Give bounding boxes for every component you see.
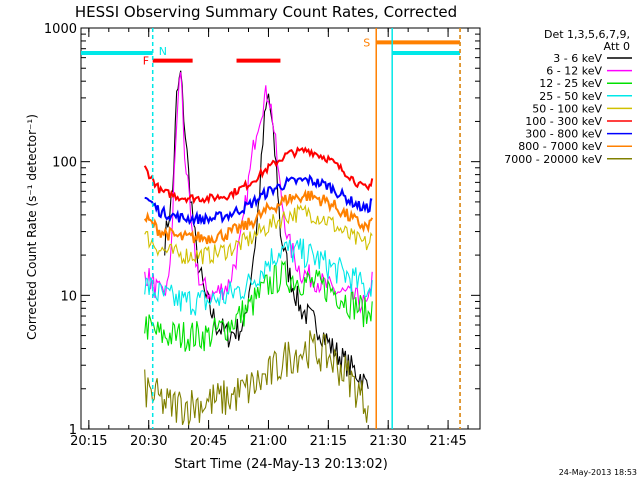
legend-label: 100 - 300 keV bbox=[525, 115, 602, 128]
x-tick-label: 20:45 bbox=[190, 434, 227, 449]
series-line-6 bbox=[143, 146, 374, 205]
x-tick-label: 21:00 bbox=[250, 434, 287, 449]
y-axis-label: Corrected Count Rate (s⁻¹ detector⁻¹) bbox=[25, 114, 39, 340]
x-tick-label: 20:30 bbox=[130, 434, 167, 449]
x-tick-label: 21:45 bbox=[429, 434, 466, 449]
legend-label: 7000 - 20000 keV bbox=[504, 153, 602, 166]
legend-label: 800 - 7000 keV bbox=[518, 140, 602, 153]
series-line-3 bbox=[144, 260, 373, 352]
y-tick-label: 1000 bbox=[44, 22, 77, 37]
x-tick-label: 21:30 bbox=[369, 434, 406, 449]
series-line-4 bbox=[144, 238, 373, 316]
series-line-9 bbox=[144, 330, 369, 426]
legend-label: 300 - 800 keV bbox=[525, 128, 602, 141]
plot-area: 1 10 100 1000 20:15 20:30 20:45 21:00 21:15 21:30… bbox=[44, 22, 481, 449]
plot-frame bbox=[80, 27, 481, 430]
legend-label: 50 - 100 keV bbox=[532, 102, 602, 115]
state-label: N bbox=[159, 45, 167, 58]
legend-label: 6 - 12 keV bbox=[546, 65, 602, 78]
series-line-7 bbox=[144, 173, 373, 227]
x-tick-label: 21:15 bbox=[310, 434, 347, 449]
state-label: S bbox=[363, 36, 370, 49]
state-label: F bbox=[143, 55, 149, 68]
series-line-2 bbox=[144, 72, 373, 314]
series-group bbox=[81, 28, 461, 429]
x-tick-label: 20:15 bbox=[70, 434, 107, 449]
series-line-5 bbox=[144, 203, 373, 265]
legend-label: 12 - 25 keV bbox=[539, 77, 602, 90]
y-tick-label: 1 bbox=[69, 423, 77, 438]
chart-title: HESSI Observing Summary Count Rates, Cor… bbox=[75, 3, 457, 21]
legend-header: Att 0 bbox=[604, 40, 630, 53]
x-axis-label: Start Time (24-May-13 20:13:02) bbox=[174, 457, 388, 472]
legend-header: Det 1,3,5,6,7,9, bbox=[544, 28, 630, 41]
legend-label: 3 - 6 keV bbox=[553, 52, 602, 65]
y-tick-label: 10 bbox=[60, 289, 77, 304]
timestamp: 24-May-2013 18:53 bbox=[559, 468, 637, 477]
legend-label: 25 - 50 keV bbox=[539, 90, 602, 103]
series-line-8 bbox=[143, 188, 374, 245]
y-tick-label: 100 bbox=[52, 156, 77, 171]
